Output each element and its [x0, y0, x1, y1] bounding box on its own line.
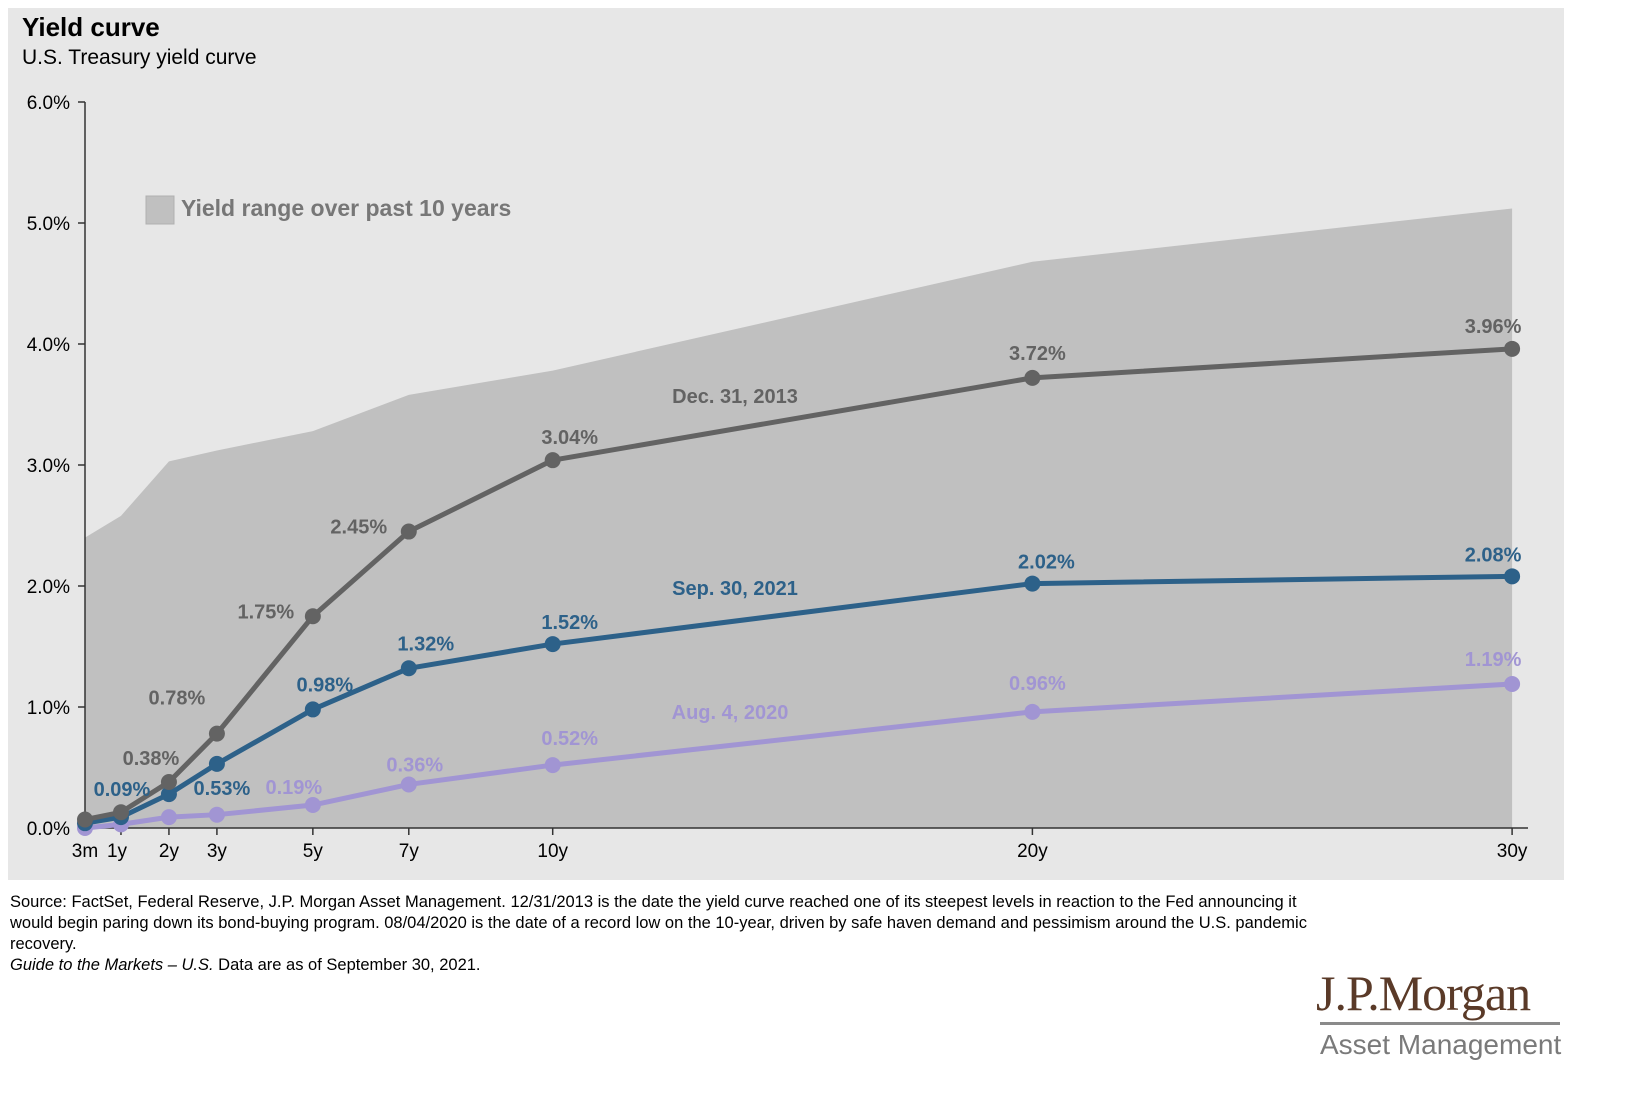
- data-point: [208, 806, 225, 823]
- logo-subtitle: Asset Management: [1320, 1029, 1562, 1060]
- data-point: [544, 757, 561, 774]
- series-name-label: Dec. 31, 2013: [672, 386, 798, 408]
- logo-rule: [1320, 1022, 1560, 1025]
- footnote: Source: FactSet, Federal Reserve, J.P. M…: [10, 892, 1330, 976]
- data-label: 0.52%: [541, 728, 598, 750]
- data-label: 1.52%: [541, 612, 598, 634]
- x-tick-label: 2y: [159, 841, 180, 862]
- y-tick-label: 6.0%: [27, 93, 70, 114]
- x-tick-label: 5y: [303, 841, 324, 862]
- data-label: 0.96%: [1009, 673, 1066, 695]
- data-point: [1024, 703, 1041, 720]
- data-point: [400, 523, 417, 540]
- data-point: [544, 452, 561, 469]
- data-point: [1504, 568, 1521, 585]
- data-label: 3.04%: [541, 427, 598, 449]
- data-label: 1.19%: [1465, 649, 1522, 671]
- jpmorgan-logo: J.P.Morgan Asset Management: [1316, 968, 1566, 1061]
- data-point: [160, 786, 177, 803]
- data-label: 0.53%: [194, 778, 251, 800]
- data-point: [544, 636, 561, 653]
- data-label: 0.09%: [94, 779, 151, 801]
- data-label: 1.32%: [397, 633, 454, 655]
- logo-wordmark: J.P.Morgan: [1316, 965, 1531, 1021]
- x-tick-label: 1y: [107, 841, 128, 862]
- data-point: [208, 725, 225, 742]
- chart-subtitle: U.S. Treasury yield curve: [22, 46, 257, 69]
- x-tick-label: 3m: [72, 841, 98, 862]
- data-point: [1504, 340, 1521, 357]
- x-tick-label: 3y: [207, 841, 228, 862]
- data-label: 0.98%: [296, 674, 353, 696]
- data-point: [400, 776, 417, 793]
- data-point: [160, 774, 177, 791]
- x-tick-label: 7y: [399, 841, 420, 862]
- data-point: [304, 608, 321, 625]
- data-label: 0.19%: [265, 777, 322, 799]
- data-point: [1024, 369, 1041, 386]
- data-label: 2.08%: [1465, 544, 1522, 566]
- x-tick-label: 10y: [537, 841, 568, 862]
- series-sep-30-2021: [76, 568, 1521, 832]
- data-point: [76, 811, 93, 828]
- legend-swatch: [145, 195, 175, 225]
- data-point: [400, 660, 417, 677]
- y-tick-label: 1.0%: [27, 698, 70, 719]
- data-label: 0.38%: [123, 748, 180, 770]
- data-point: [112, 804, 129, 821]
- y-tick-label: 2.0%: [27, 577, 70, 598]
- data-label: 2.45%: [330, 517, 387, 539]
- data-point: [1504, 676, 1521, 693]
- legend-label: Yield range over past 10 years: [181, 195, 511, 221]
- data-label: 2.02%: [1018, 552, 1075, 574]
- data-point: [1024, 575, 1041, 592]
- x-tick-label: 30y: [1497, 841, 1528, 862]
- footnote-source: Source: FactSet, Federal Reserve, J.P. M…: [10, 893, 1307, 953]
- data-point: [160, 809, 177, 826]
- y-tick-label: 5.0%: [27, 214, 70, 235]
- chart-title: Yield curve: [22, 12, 160, 42]
- data-point: [208, 755, 225, 772]
- y-tick-label: 0.0%: [27, 819, 70, 840]
- data-label: 0.36%: [386, 754, 443, 776]
- data-point: [304, 701, 321, 718]
- data-label: 3.72%: [1009, 343, 1066, 365]
- yield-range-area: [84, 208, 1513, 829]
- y-tick-label: 4.0%: [27, 335, 70, 356]
- data-label: 1.75%: [237, 601, 294, 623]
- footnote-guide: Guide to the Markets – U.S.: [10, 956, 214, 974]
- data-point: [304, 797, 321, 814]
- x-tick-label: 20y: [1017, 841, 1048, 862]
- series-dec-31-2013: [76, 340, 1521, 828]
- data-label: 3.96%: [1465, 316, 1522, 338]
- footnote-asof: Data are as of September 30, 2021.: [213, 956, 481, 974]
- series-name-label: Aug. 4, 2020: [672, 702, 789, 724]
- y-tick-label: 3.0%: [27, 456, 70, 477]
- series-name-label: Sep. 30, 2021: [672, 578, 798, 600]
- data-label: 0.78%: [149, 688, 206, 710]
